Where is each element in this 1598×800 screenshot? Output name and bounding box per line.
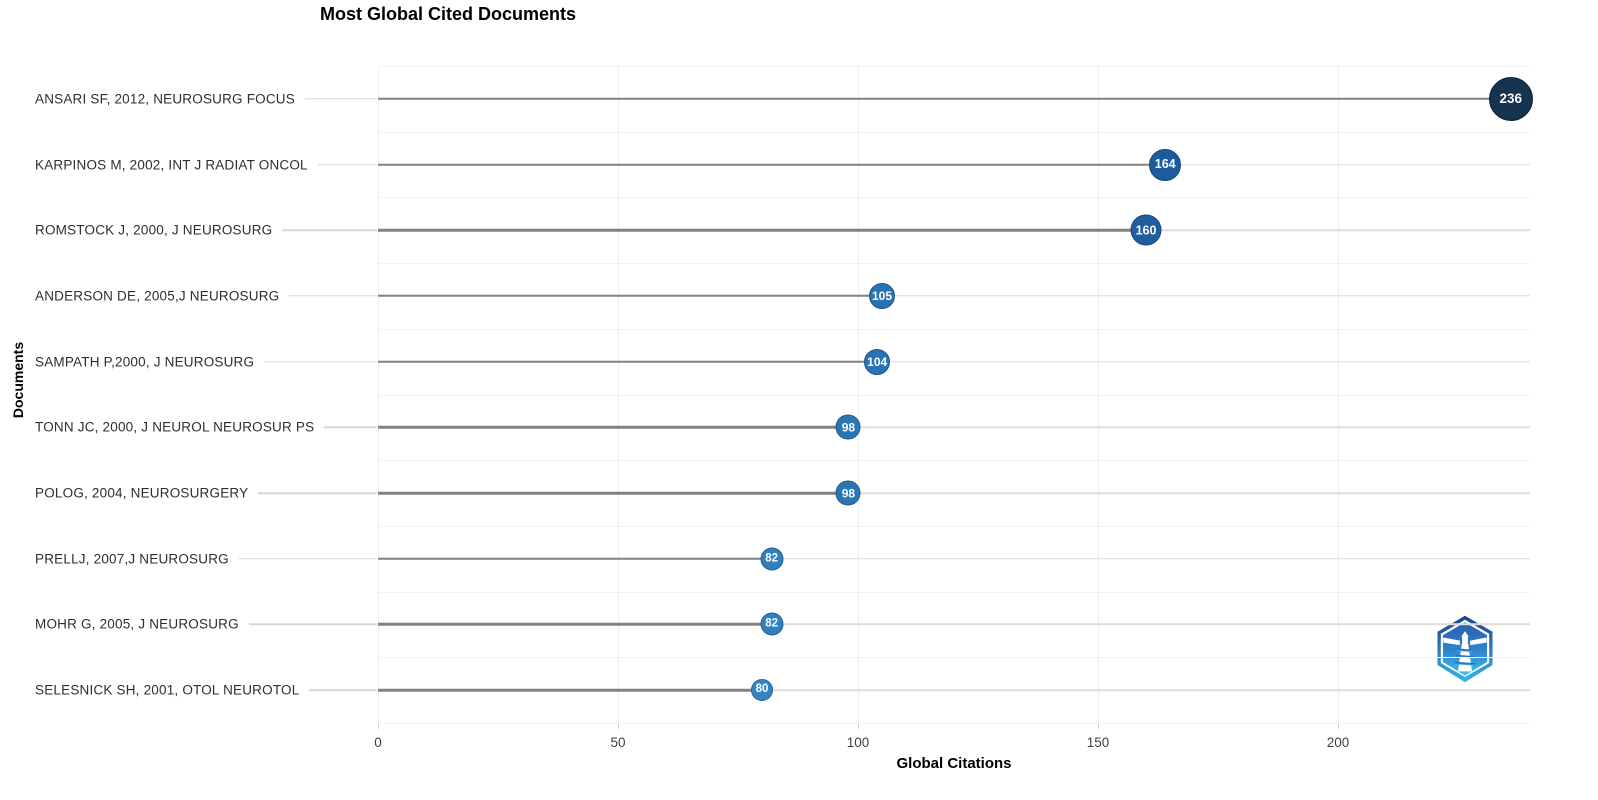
label-connector-line <box>239 558 377 560</box>
data-point[interactable]: 104 <box>864 348 891 375</box>
data-point[interactable]: 236 <box>1488 76 1533 121</box>
lollipop-stem <box>378 557 772 560</box>
document-label: MOHR G, 2005, J NEUROSURG <box>35 616 239 632</box>
data-point[interactable]: 82 <box>760 612 784 636</box>
row-gridline <box>378 426 1530 429</box>
data-point[interactable]: 82 <box>760 547 784 571</box>
document-label: ROMSTOCK J, 2000, J NEUROSURG <box>35 222 273 238</box>
minor-gridline <box>378 657 1530 659</box>
label-connector-line <box>324 426 377 429</box>
minor-gridline <box>378 525 1530 527</box>
data-point[interactable]: 98 <box>835 480 861 506</box>
row-gridline <box>378 558 1530 560</box>
minor-gridline <box>378 328 1530 330</box>
x-tick-label: 100 <box>846 735 870 750</box>
x-tick-label: 200 <box>1326 735 1350 750</box>
document-label: POLOG, 2004, NEUROSURGERY <box>35 485 249 501</box>
label-connector-line <box>282 229 377 231</box>
data-point-value: 160 <box>1135 223 1157 237</box>
document-label: PRELLJ, 2007,J NEUROSURG <box>35 551 229 567</box>
x-tick-label: 150 <box>1086 735 1110 750</box>
x-axis-title: Global Citations <box>896 755 1012 772</box>
lollipop-stem <box>378 294 882 298</box>
bibliometrix-lighthouse-logo <box>1437 615 1493 683</box>
document-label: ANDERSON DE, 2005,J NEUROSURG <box>35 288 280 304</box>
label-connector-line <box>289 295 377 297</box>
minor-gridline <box>378 131 1530 133</box>
data-point-value: 104 <box>867 354 888 369</box>
label-connector-line <box>305 98 377 100</box>
lollipop-stem <box>378 491 849 495</box>
label-connector-line <box>309 689 377 691</box>
label-connector-line <box>258 492 377 494</box>
minor-gridline <box>378 460 1530 462</box>
lollipop-stem <box>378 688 762 692</box>
data-point[interactable]: 98 <box>835 414 861 440</box>
x-tick-label: 50 <box>610 735 626 750</box>
lollipop-stem <box>378 229 1146 232</box>
row-gridline <box>378 295 1530 297</box>
minor-gridline <box>378 197 1530 199</box>
data-point-value: 236 <box>1499 91 1523 107</box>
vertical-gridline <box>618 66 619 723</box>
vertical-gridline <box>858 66 859 723</box>
lollipop-stem <box>378 97 1511 101</box>
data-point-value: 80 <box>755 683 769 696</box>
chart-title: Most Global Cited Documents <box>320 4 577 24</box>
data-point-value: 82 <box>765 617 778 630</box>
label-connector-line <box>249 623 377 626</box>
minor-gridline <box>378 66 1530 67</box>
data-point-value: 105 <box>871 288 893 303</box>
data-point-value: 98 <box>841 486 856 501</box>
x-tick-label: 0 <box>374 735 382 750</box>
x-tick-mark <box>1098 723 1099 729</box>
x-tick-mark <box>378 723 379 729</box>
data-point-value: 164 <box>1154 157 1176 172</box>
vertical-gridline <box>378 66 379 723</box>
document-label: SELESNICK SH, 2001, OTOL NEUROTOL <box>35 682 300 698</box>
lollipop-stem <box>378 426 849 429</box>
document-label: TONN JC, 2000, J NEUROL NEUROSUR PS <box>35 419 315 435</box>
data-point[interactable]: 164 <box>1149 148 1182 181</box>
lollipop-stem <box>378 623 772 626</box>
lollipop-stem <box>378 360 878 363</box>
data-point-value: 98 <box>841 420 856 435</box>
minor-gridline <box>378 723 1530 724</box>
document-label: ANSARI SF, 2012, NEUROSURG FOCUS <box>35 91 295 107</box>
minor-gridline <box>378 591 1530 593</box>
data-point[interactable]: 80 <box>751 679 773 702</box>
minor-gridline <box>378 263 1530 265</box>
row-gridline <box>378 492 1530 494</box>
lollipop-stem <box>378 163 1166 166</box>
data-point-value: 82 <box>765 552 778 564</box>
x-tick-mark <box>858 723 859 729</box>
x-tick-mark <box>1338 723 1339 729</box>
data-point[interactable]: 105 <box>869 282 895 309</box>
x-tick-mark <box>618 723 619 729</box>
vertical-gridline <box>1098 66 1099 723</box>
row-gridline <box>378 623 1530 626</box>
row-gridline <box>378 360 1530 363</box>
label-connector-line <box>264 360 377 363</box>
data-point[interactable]: 160 <box>1130 214 1162 246</box>
row-gridline <box>378 689 1530 691</box>
document-label: KARPINOS M, 2002, INT J RADIAT ONCOL <box>35 157 308 173</box>
document-label: SAMPATH P,2000, J NEUROSURG <box>35 354 255 370</box>
vertical-gridline <box>1338 66 1339 723</box>
minor-gridline <box>378 394 1530 396</box>
x-axis: Global Citations 0 50 100 150 200 <box>374 723 1530 793</box>
label-connector-line <box>318 163 377 166</box>
plot-panel: 236 164 160 105 104 98 98 82 82 80 <box>378 66 1533 724</box>
y-axis-labels: ANSARI SF, 2012, NEUROSURG FOCUS KARPINOS… <box>0 66 378 723</box>
